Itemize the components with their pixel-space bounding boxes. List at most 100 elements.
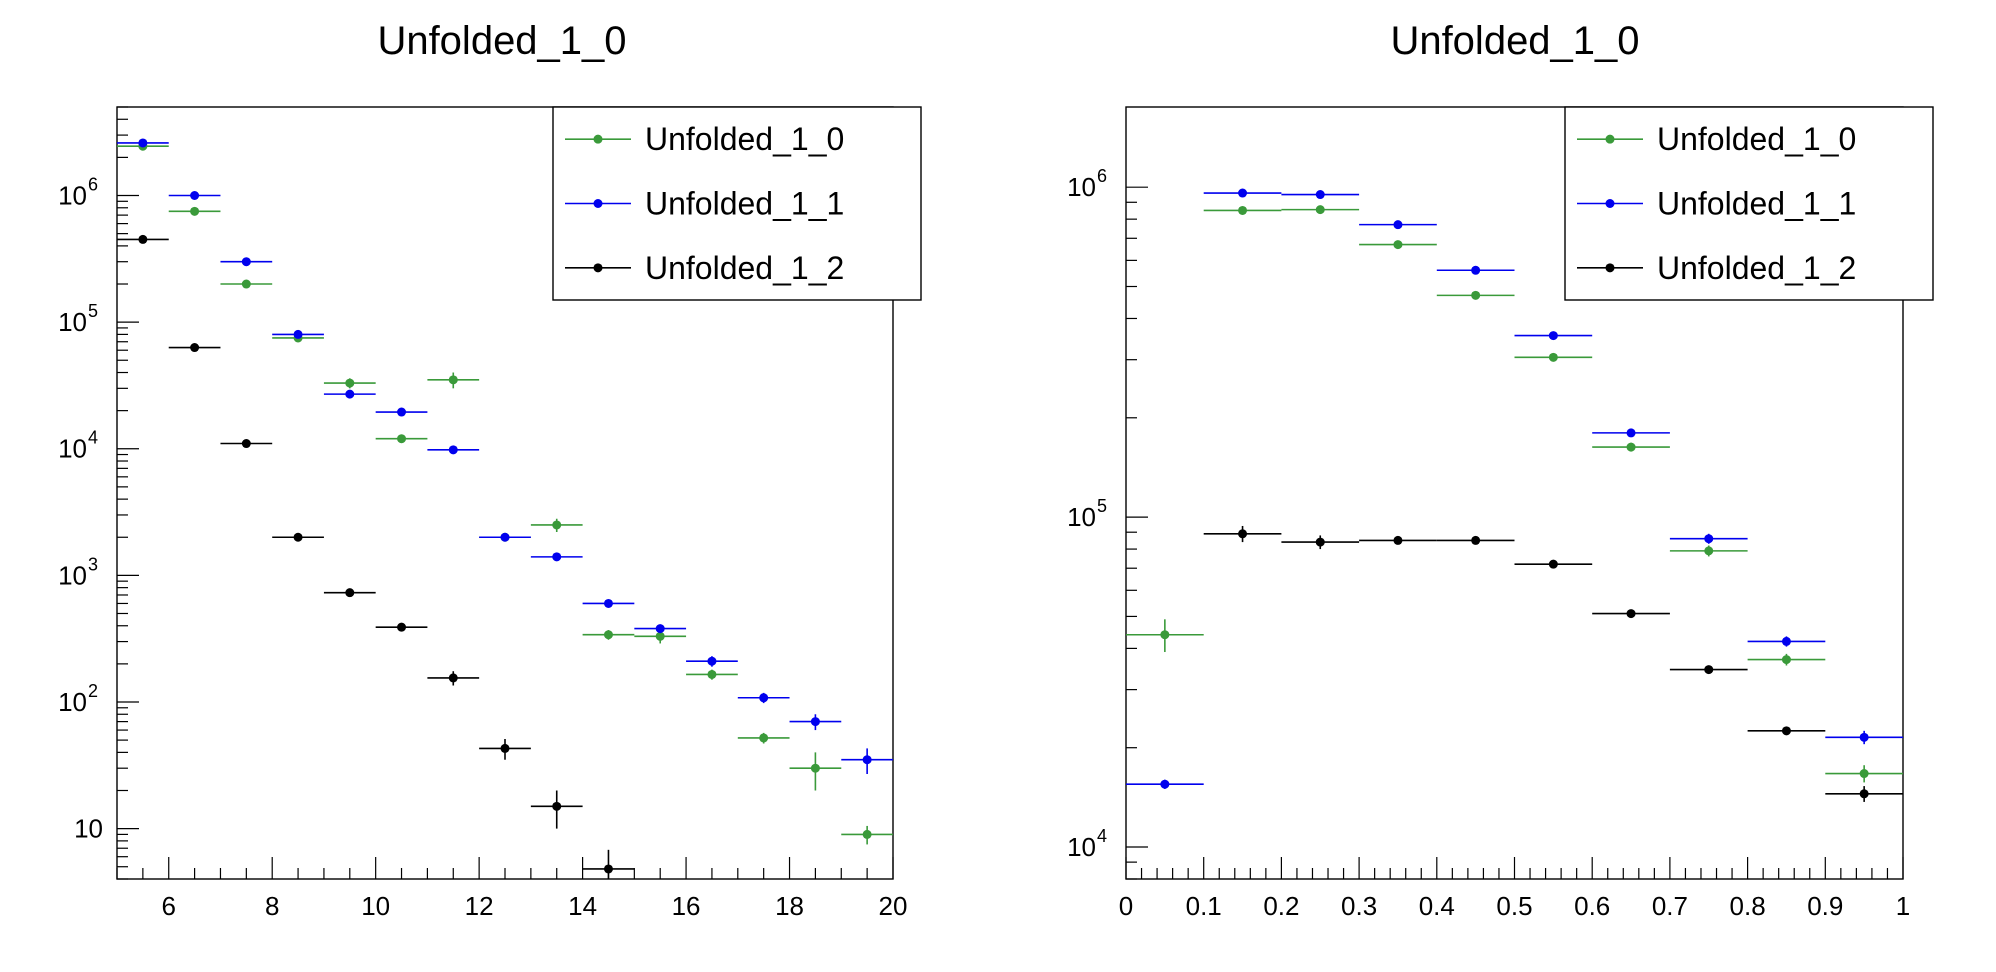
marker [1393, 240, 1403, 250]
legend-marker [1605, 199, 1615, 208]
series-3 [1203, 525, 1903, 802]
data-point [1514, 352, 1593, 362]
data-point [220, 257, 273, 267]
y-tick-exponent: 4 [1097, 826, 1107, 846]
marker [1160, 779, 1170, 789]
marker [1471, 535, 1481, 545]
data-point [530, 518, 583, 533]
marker [190, 343, 200, 353]
data-point [1669, 533, 1748, 544]
data-point [582, 630, 635, 640]
chart-2: Unfolded_1_0 0 0.1 0.2 0.3 0.4 0.5 0.6 0.7 0.8 0.9… [1067, 19, 1934, 921]
marker [1859, 789, 1869, 799]
marker [603, 598, 613, 608]
marker [759, 733, 769, 743]
data-point [530, 552, 583, 562]
marker [1781, 636, 1791, 646]
legend-marker [593, 134, 603, 144]
y-tick-exponent: 5 [88, 301, 98, 321]
data-point [1436, 265, 1515, 275]
legend-entry: Unfolded_1_0 [1577, 121, 1856, 157]
x-tick-label: 0.6 [1574, 891, 1610, 921]
data-point [479, 532, 531, 542]
data-point [1514, 559, 1593, 569]
marker [1626, 442, 1636, 452]
x-tick-label: 12 [465, 891, 494, 921]
data-point [1126, 779, 1204, 789]
data-point [634, 630, 687, 644]
series-1 [1126, 205, 1903, 783]
data-point [323, 389, 376, 399]
data-point [168, 206, 221, 216]
data-point [686, 669, 738, 680]
chart-title: Unfolded_1_0 [1390, 19, 1639, 63]
x-tick-label: 14 [568, 891, 597, 921]
data-point [789, 714, 842, 731]
marker [1315, 190, 1325, 200]
marker [1315, 537, 1325, 547]
marker [1238, 188, 1248, 198]
legend-label: Unfolded_1_0 [1657, 121, 1856, 157]
series-2 [117, 138, 893, 774]
data-point [1359, 240, 1437, 250]
data-point [117, 234, 169, 244]
y-tick-label: 10 [1067, 172, 1096, 202]
data-point [1281, 190, 1360, 200]
data-point [427, 445, 480, 455]
data-point [1359, 535, 1437, 545]
data-point [427, 372, 480, 389]
marker [190, 206, 200, 216]
marker [241, 439, 251, 449]
marker [1859, 732, 1869, 742]
legend-marker [593, 199, 603, 208]
marker [1626, 428, 1636, 438]
marker [500, 743, 510, 753]
legend-marker [1605, 263, 1615, 273]
marker [1859, 769, 1869, 779]
data-point [1747, 653, 1826, 666]
data-point [427, 671, 480, 686]
marker [500, 532, 510, 542]
legend: Unfolded_1_0 Unfolded_1_1 Unfolded_1_2 [1564, 106, 1934, 301]
marker [603, 630, 613, 640]
marker [345, 378, 355, 388]
marker [241, 257, 251, 267]
data-point [841, 825, 893, 845]
x-tick-label: 0.1 [1186, 891, 1222, 921]
legend-label: Unfolded_1_2 [1657, 250, 1856, 286]
data-point [375, 407, 428, 417]
x-tick-label: 0.2 [1263, 891, 1299, 921]
data-point [1203, 188, 1282, 198]
marker [1471, 265, 1481, 275]
x-axis: 6 8 10 12 14 16 18 20 [116, 857, 908, 921]
data-point [323, 378, 376, 389]
data-point [1203, 205, 1282, 215]
series-1 [117, 141, 893, 845]
marker [397, 622, 407, 632]
data-point [375, 434, 428, 444]
marker [1238, 205, 1248, 215]
data-point [272, 532, 324, 542]
legend-entry: Unfolded_1_1 [565, 186, 844, 222]
x-tick-label: 1 [1896, 891, 1910, 921]
marker [1548, 352, 1558, 362]
marker [448, 445, 458, 455]
legend-entry: Unfolded_1_2 [565, 250, 844, 286]
marker [1238, 529, 1248, 539]
series-3 [117, 234, 635, 879]
marker [862, 755, 872, 765]
data-point [272, 329, 324, 339]
data-point [841, 748, 893, 774]
marker [138, 138, 148, 148]
x-tick-label: 20 [879, 891, 908, 921]
legend-entry: Unfolded_1_1 [1577, 186, 1856, 222]
marker [707, 656, 717, 666]
marker [293, 329, 303, 339]
series-2 [1126, 188, 1903, 789]
x-tick-label: 0.5 [1496, 891, 1532, 921]
data-point [1359, 220, 1437, 230]
marker [397, 407, 407, 417]
data-point [323, 588, 376, 598]
